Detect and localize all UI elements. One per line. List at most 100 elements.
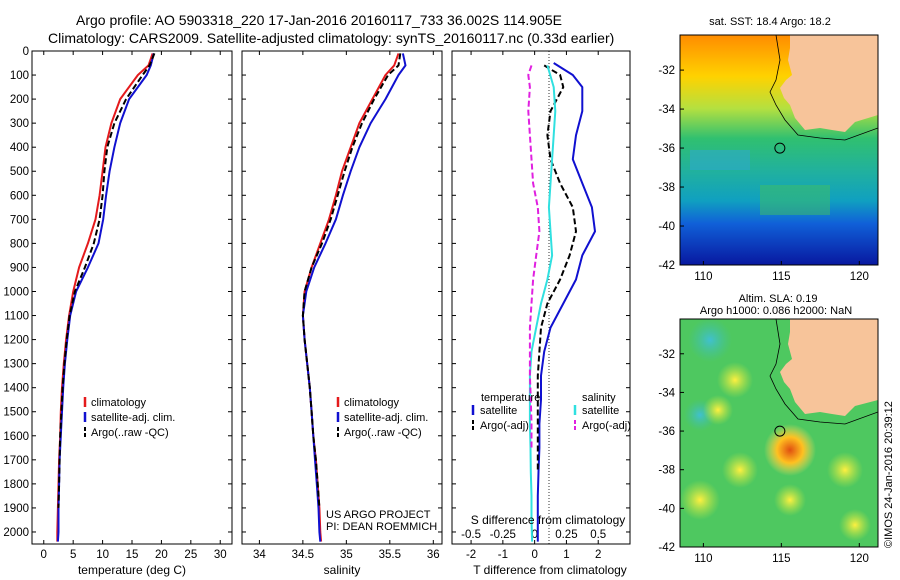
sla-map-x-ticks: 110 115 120 [694,543,869,565]
map-x-tick-label: 120 [850,553,869,565]
map-y-tick-label: -36 [658,426,675,438]
map-x-tick-label: 115 [772,271,790,283]
sst-warm-patch [760,185,830,215]
s-difference-label: S difference from climatology [471,513,626,527]
legend-label-climatology: climatology [344,397,400,409]
difference-panel: -2 -1 0 1 2 -0.5 -0.25 0 0.25 0.5 S difference f… [451,50,631,577]
sla-high-anomaly [839,509,871,541]
salinity-difference-tick-labels: -0.5 -0.25 0 0.25 0.5 [461,529,606,541]
sla-high-anomaly [717,362,753,398]
map-y-tick-label: -32 [658,349,675,361]
sst-map-panel: sat. SST: 18.4 Argo: 18.2 110 115 120 -32-… [658,16,879,283]
s-tick-label: -0.25 [490,529,516,541]
figure-title-line2: Climatology: CARS2009. Satellite-adjuste… [48,30,614,46]
y-tick-label: 1300 [3,359,29,371]
x-tick-label: 15 [126,549,139,561]
map-y-tick-label: -42 [658,542,675,554]
salinity-legend: climatology satellite-adj. clim. Argo(..… [336,397,428,439]
project-annotation: US ARGO PROJECT [326,509,431,521]
legend-label-argo: Argo(..raw -QC) [91,427,169,439]
s-tick-label: -0.5 [461,529,481,541]
sla-high-anomaly [827,452,863,488]
y-tick-label: 1800 [3,479,29,491]
salinity-panel: 34 34.5 35 35.5 36 salinity climatology sate… [241,50,443,577]
argo-position-marker [774,142,786,154]
y-tick-label: 1000 [3,286,29,298]
map-y-tick-label: -38 [658,465,675,477]
difference-legend: temperature salinity satellite Argo(-adj… [471,392,631,432]
temperature-x-label: temperature (deg C) [78,563,186,577]
difference-axes-frame [451,50,631,545]
salinity-x-label: salinity [324,563,361,577]
salinity-axes-frame [241,50,443,545]
series-line-argo-adj- [536,64,577,472]
legend-label-climatology: climatology [91,397,147,409]
x-tick-label: 2 [595,549,601,561]
y-tick-label: 600 [10,190,29,202]
x-tick-label: 36 [427,549,440,561]
legend-header-salinity: salinity [582,392,616,404]
salinity-x-ticks: 34 34.5 35 35.5 36 [242,50,442,561]
sla-map-panel: Altim. SLA: 0.19 Argo h1000: 0.086 h2000… [658,293,879,565]
y-tick-label: 0 [23,46,29,58]
y-tick-label: 700 [10,214,29,226]
y-tick-label: 200 [10,94,29,106]
y-tick-label: 100 [10,70,29,82]
sla-map-y-ticks: -32 -34 -36 -38 -40 -42 [658,349,684,554]
temperature-legend: climatology satellite-adj. clim. Argo(..… [83,397,175,439]
x-tick-label: -1 [498,549,508,561]
y-tick-label: 800 [10,238,29,250]
y-tick-label: 300 [10,118,29,130]
land-mass [780,35,878,132]
map-y-tick-label: -32 [658,65,675,77]
sla-map-title: Altim. SLA: 0.19 [739,293,818,305]
x-tick-label: 34.5 [292,549,314,561]
legend-label-satellite: satellite-adj. clim. [91,412,175,424]
t-difference-label: T difference from climatology [473,563,627,577]
series-line-satellite-salinity- [528,65,557,542]
bathymetry-contour [769,35,878,141]
x-tick-label: 34 [253,549,266,561]
map-y-tick-label: -42 [658,260,675,272]
temperature-series-group [56,53,156,542]
x-tick-label: 30 [214,549,227,561]
temperature-axes-frame [31,50,233,545]
y-tick-label: 1400 [3,383,29,395]
legend-label-s-satellite: satellite [582,405,619,417]
temperature-x-ticks: 0 5 10 15 20 25 30 [41,51,227,561]
argo-position-marker [774,425,786,437]
legend-label-satellite: satellite-adj. clim. [344,412,428,424]
sst-map-y-ticks: -32 -34 -36 -38 -40 -42 [658,65,684,272]
map-y-tick-label: -34 [658,104,675,116]
sla-high-anomaly [703,395,733,425]
map-x-tick-label: 110 [694,553,712,565]
legend-header-temperature: temperature [481,392,540,404]
sla-hot-anomaly [764,424,816,476]
x-tick-label: 20 [155,549,168,561]
imos-stamp: ©IMOS 24-Jan-2016 20:39:12 [883,401,895,548]
x-tick-label: 1 [563,549,569,561]
x-tick-label: 0 [41,549,47,561]
sst-map-title: sat. SST: 18.4 Argo: 18.2 [709,16,831,28]
y-tick-label: 1600 [3,431,29,443]
difference-series-group [527,62,596,542]
series-line-argo-raw-qc- [57,53,156,508]
y-tick-label: 900 [10,262,29,274]
depth-y-ticks: 0 100 200 300 400 500 600 700 800 900 1000 1100 1200… [3,46,232,539]
legend-label-argo: Argo(..raw -QC) [344,427,422,439]
map-y-tick-label: -38 [658,182,675,194]
x-tick-label: 35.5 [379,549,401,561]
difference-x-ticks: -2 -1 0 1 2 [452,50,630,561]
y-tick-label: 1500 [3,407,29,419]
map-y-tick-label: -34 [658,387,675,399]
x-tick-label: -2 [466,549,476,561]
sst-heatmap [680,35,878,265]
bathymetry-contour [769,319,878,425]
legend-label-t-argo: Argo(-adj) [480,420,529,432]
map-y-tick-label: -40 [658,221,675,233]
x-tick-label: 25 [184,549,197,561]
y-tick-label: 400 [10,142,29,154]
series-line-satellite [536,62,596,542]
sla-high-anomaly [722,452,758,488]
